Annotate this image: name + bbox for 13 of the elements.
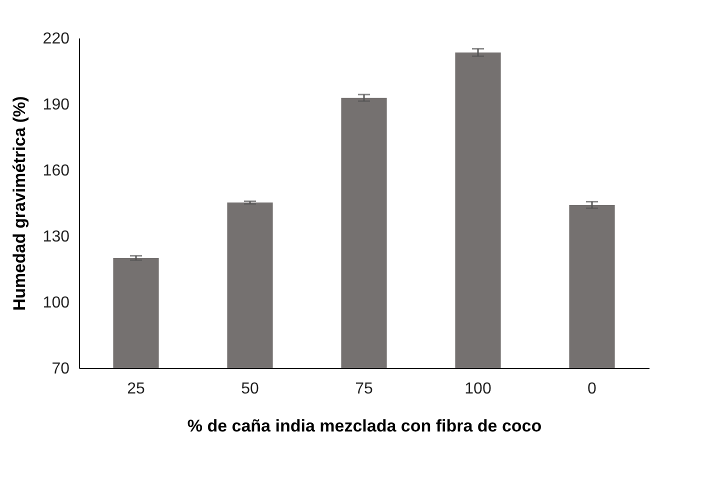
x-tick-label: 50: [241, 380, 259, 398]
y-tick-label: 190: [42, 96, 70, 114]
x-tick-label: 75: [355, 380, 373, 398]
y-tick-label: 160: [42, 162, 70, 180]
y-tick-label: 70: [52, 360, 70, 378]
y-tick-label: 100: [42, 294, 70, 312]
y-tick-label: 220: [42, 30, 70, 48]
y-axis-title: Humedad gravimétrica (%): [10, 96, 29, 311]
y-tick-label: 130: [42, 228, 70, 246]
x-axis-title: % de caña india mezclada con fibra de coco: [187, 416, 542, 436]
x-tick-label: 0: [588, 380, 597, 398]
x-tick-label: 100: [464, 380, 492, 398]
x-tick-label: 25: [127, 380, 145, 398]
